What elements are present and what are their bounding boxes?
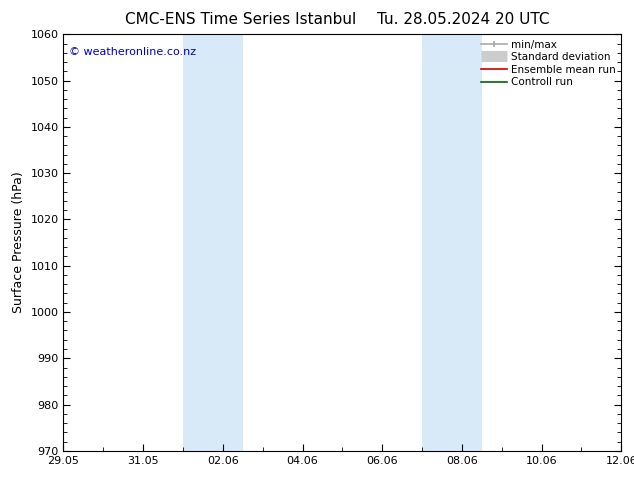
- Y-axis label: Surface Pressure (hPa): Surface Pressure (hPa): [12, 172, 25, 314]
- Text: CMC-ENS Time Series Istanbul: CMC-ENS Time Series Istanbul: [126, 12, 356, 27]
- Bar: [183, 34, 243, 451]
- Text: © weatheronline.co.nz: © weatheronline.co.nz: [69, 47, 196, 57]
- Bar: [422, 34, 482, 451]
- Legend: min/max, Standard deviation, Ensemble mean run, Controll run: min/max, Standard deviation, Ensemble me…: [479, 37, 618, 89]
- Text: Tu. 28.05.2024 20 UTC: Tu. 28.05.2024 20 UTC: [377, 12, 549, 27]
